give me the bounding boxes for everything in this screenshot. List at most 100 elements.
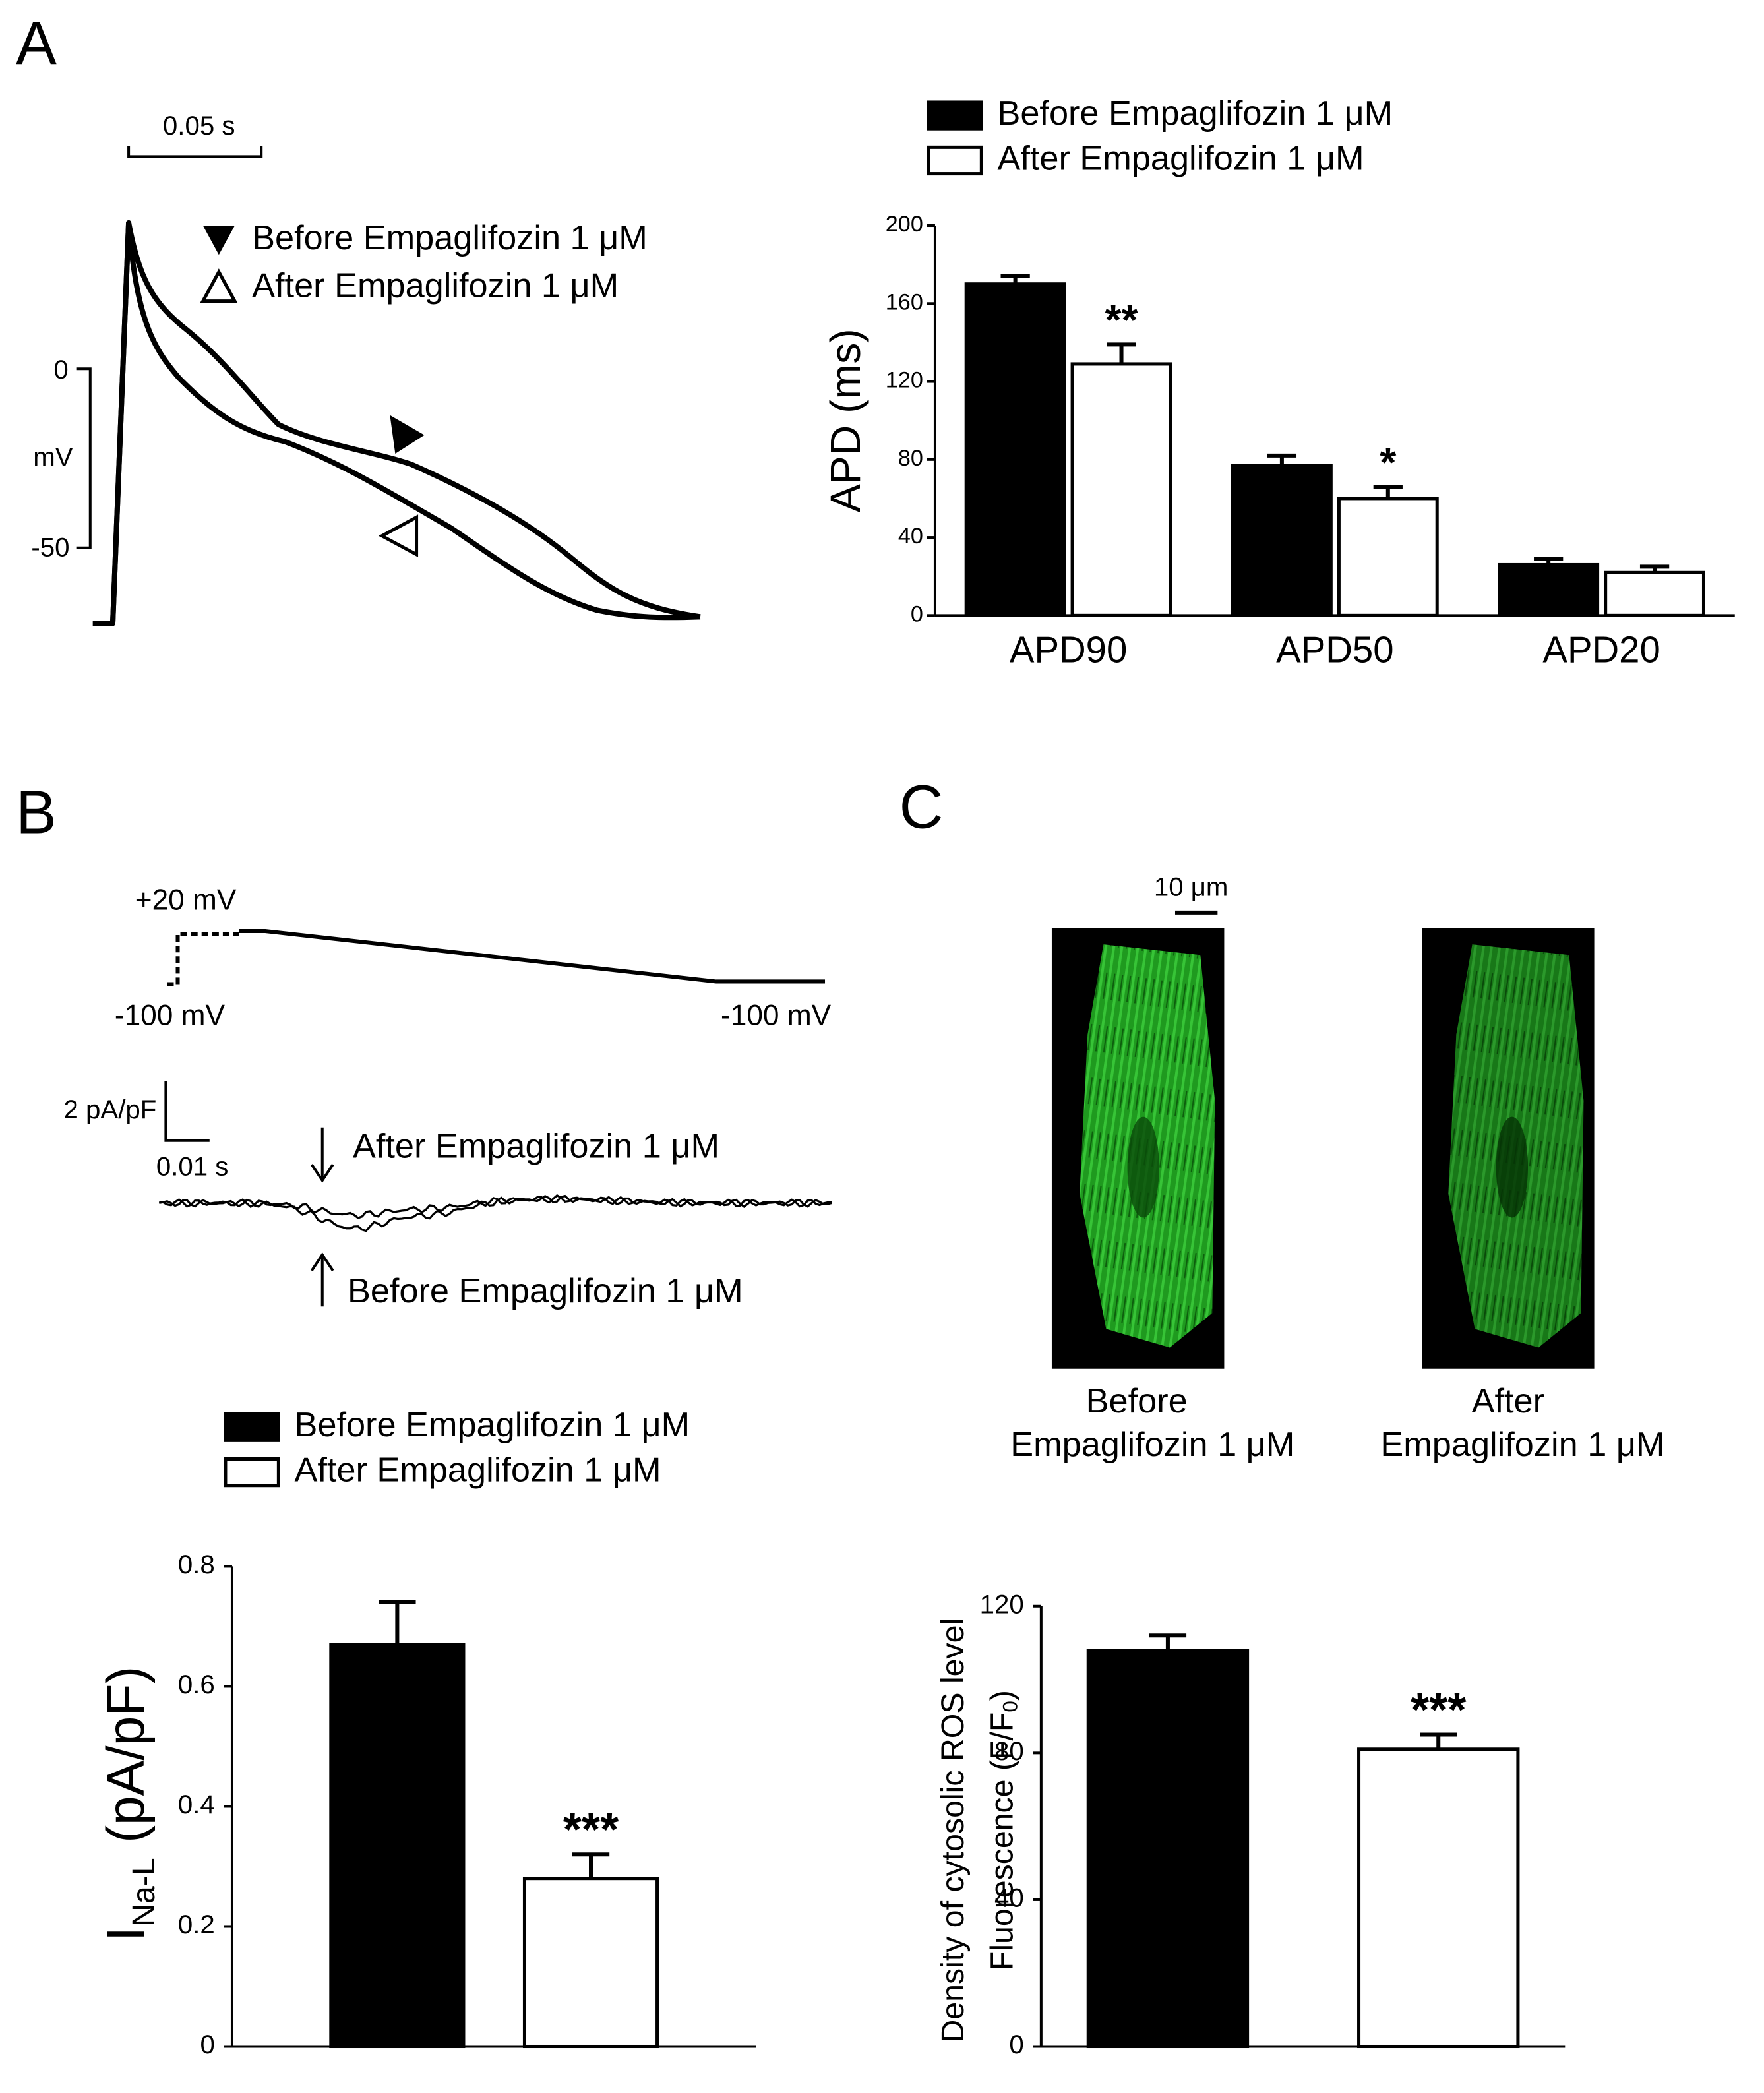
image-caption: Before bbox=[1086, 1382, 1188, 1420]
y-tick-label: 80 bbox=[994, 1736, 1024, 1766]
y-tick-label: 120 bbox=[980, 1589, 1024, 1619]
ros-imaging-panel: 10 μm Before Empaglifozin 1 μM After Emp… bbox=[1010, 872, 1664, 1464]
action-potential-panel: 0.05 s Before Empaglifozin 1 μM After Em… bbox=[31, 111, 701, 626]
trace-marker-open bbox=[378, 514, 419, 558]
error-bar bbox=[1267, 453, 1297, 466]
legend-marker-filled bbox=[202, 226, 235, 255]
scale-bar-label: 2 pA/pF bbox=[63, 1095, 156, 1124]
scale-bar bbox=[164, 1081, 210, 1142]
y-tick-label: 0 bbox=[1009, 2030, 1023, 2059]
bar bbox=[329, 1643, 466, 2049]
trace-label: Before Empaglifozin 1 μM bbox=[348, 1272, 743, 1310]
panel-label: C bbox=[899, 772, 944, 841]
error-bar bbox=[1149, 1633, 1187, 1651]
error-bar bbox=[1373, 485, 1403, 499]
image-caption: Empaglifozin 1 μM bbox=[1380, 1426, 1664, 1464]
y-tick-label: 160 bbox=[886, 289, 923, 315]
y-tick-label: 0.8 bbox=[178, 1550, 215, 1579]
late-sodium-panel: +20 mV -100 mV -100 mV 2 pA/pF 0.01 s Af… bbox=[63, 884, 832, 1310]
bar bbox=[1357, 1747, 1520, 2049]
legend-text: After Empaglifozin 1 μM bbox=[252, 266, 619, 305]
y-tick-label: 0.2 bbox=[178, 1910, 215, 1939]
bar bbox=[1337, 497, 1439, 617]
y-axis-label: Density of cytosolic ROS level bbox=[935, 1618, 971, 2043]
legend-label: After Empaglifozin 1 μM bbox=[997, 139, 1364, 177]
y-tick-label: 0.4 bbox=[178, 1790, 215, 1819]
bar bbox=[1498, 562, 1600, 617]
legend-swatch bbox=[224, 1412, 280, 1442]
significance-label: *** bbox=[563, 1803, 619, 1856]
voltage-label: -50 bbox=[31, 532, 69, 562]
protocol-ramp bbox=[239, 929, 826, 984]
error-bar bbox=[1107, 342, 1136, 364]
scale-bar-label: 10 μm bbox=[1154, 872, 1229, 901]
bar bbox=[522, 1877, 659, 2049]
legend-text: Before Empaglifozin 1 μM bbox=[252, 219, 648, 257]
bar bbox=[964, 282, 1066, 617]
error-bar bbox=[379, 1600, 416, 1645]
arrow-up bbox=[310, 1252, 334, 1307]
trace-after bbox=[92, 220, 701, 626]
error-bar bbox=[1420, 1732, 1457, 1749]
scale-bar-label: 0.01 s bbox=[156, 1152, 229, 1182]
protocol-label: +20 mV bbox=[135, 884, 237, 916]
y-axis-label-part: Fluorescence (F/F bbox=[984, 1713, 1019, 1971]
y-tick-label: 40 bbox=[994, 1883, 1024, 1913]
current-trace-before bbox=[159, 1194, 832, 1232]
scale-bar-label: 0.05 s bbox=[163, 111, 235, 140]
legend-marker-open bbox=[200, 268, 238, 303]
error-bar bbox=[1000, 274, 1030, 284]
x-tick-label: APD90 bbox=[1010, 629, 1127, 671]
panel-label: A bbox=[16, 9, 57, 77]
bar bbox=[1086, 1649, 1250, 2049]
protocol-label: -100 mV bbox=[115, 999, 226, 1031]
legend-swatch bbox=[224, 1457, 280, 1488]
trace-label: After Empaglifozin 1 μM bbox=[353, 1128, 719, 1166]
x-tick-label: APD50 bbox=[1276, 629, 1393, 671]
significance-label: ** bbox=[1105, 296, 1138, 344]
y-tick-label: 120 bbox=[886, 368, 923, 393]
x-tick-label: APD20 bbox=[1542, 629, 1660, 671]
legend-swatch bbox=[927, 100, 983, 131]
legend-label: Before Empaglifozin 1 μM bbox=[997, 94, 1393, 133]
protocol-step bbox=[167, 932, 239, 986]
y-axis-label-part: I bbox=[96, 1927, 156, 1941]
voltage-label: mV bbox=[33, 442, 73, 472]
y-tick-label: 0.6 bbox=[178, 1670, 215, 1699]
y-axis-label-part: ) bbox=[984, 1690, 1019, 1701]
protocol-label: -100 mV bbox=[721, 999, 832, 1031]
y-axis-label: INa-L (pA/pF) bbox=[96, 1666, 162, 1942]
image-caption: Empaglifozin 1 μM bbox=[1010, 1426, 1294, 1464]
scale-bar bbox=[127, 146, 263, 158]
arrow-down bbox=[310, 1127, 334, 1183]
y-axis-label-part: Na-L bbox=[126, 1858, 162, 1927]
voltage-label: 0 bbox=[53, 355, 68, 384]
y-axis-label: APD (ms) bbox=[822, 328, 869, 512]
y-tick-label: 80 bbox=[898, 446, 923, 471]
error-bar bbox=[1534, 557, 1564, 565]
error-bar bbox=[572, 1852, 610, 1879]
legend-label: Before Empaglifozin 1 μM bbox=[295, 1406, 690, 1444]
significance-label: *** bbox=[1411, 1683, 1467, 1736]
y-tick-label: 0 bbox=[200, 2030, 214, 2059]
y-tick-label: 40 bbox=[898, 524, 923, 549]
legend-swatch bbox=[927, 145, 983, 176]
trace-marker-filled bbox=[390, 415, 425, 454]
legend-label: After Empaglifozin 1 μM bbox=[295, 1451, 661, 1489]
y-tick-label: 0 bbox=[911, 601, 923, 626]
y-axis-label: Fluorescence (F/F0) bbox=[984, 1690, 1022, 1970]
nucleus bbox=[1127, 1116, 1159, 1218]
bar bbox=[1604, 570, 1706, 617]
y-tick-label: 200 bbox=[886, 212, 923, 237]
bar bbox=[1070, 362, 1172, 617]
bar bbox=[1231, 464, 1333, 617]
significance-label: * bbox=[1380, 439, 1396, 486]
nucleus bbox=[1496, 1116, 1528, 1218]
panel-label: B bbox=[16, 777, 57, 846]
voltage-scale bbox=[76, 367, 92, 549]
error-bar bbox=[1639, 564, 1670, 573]
y-axis-label-part: (pA/pF) bbox=[96, 1666, 156, 1858]
y-axis-label-part: 0 bbox=[999, 1701, 1022, 1712]
image-caption: After bbox=[1472, 1382, 1544, 1420]
